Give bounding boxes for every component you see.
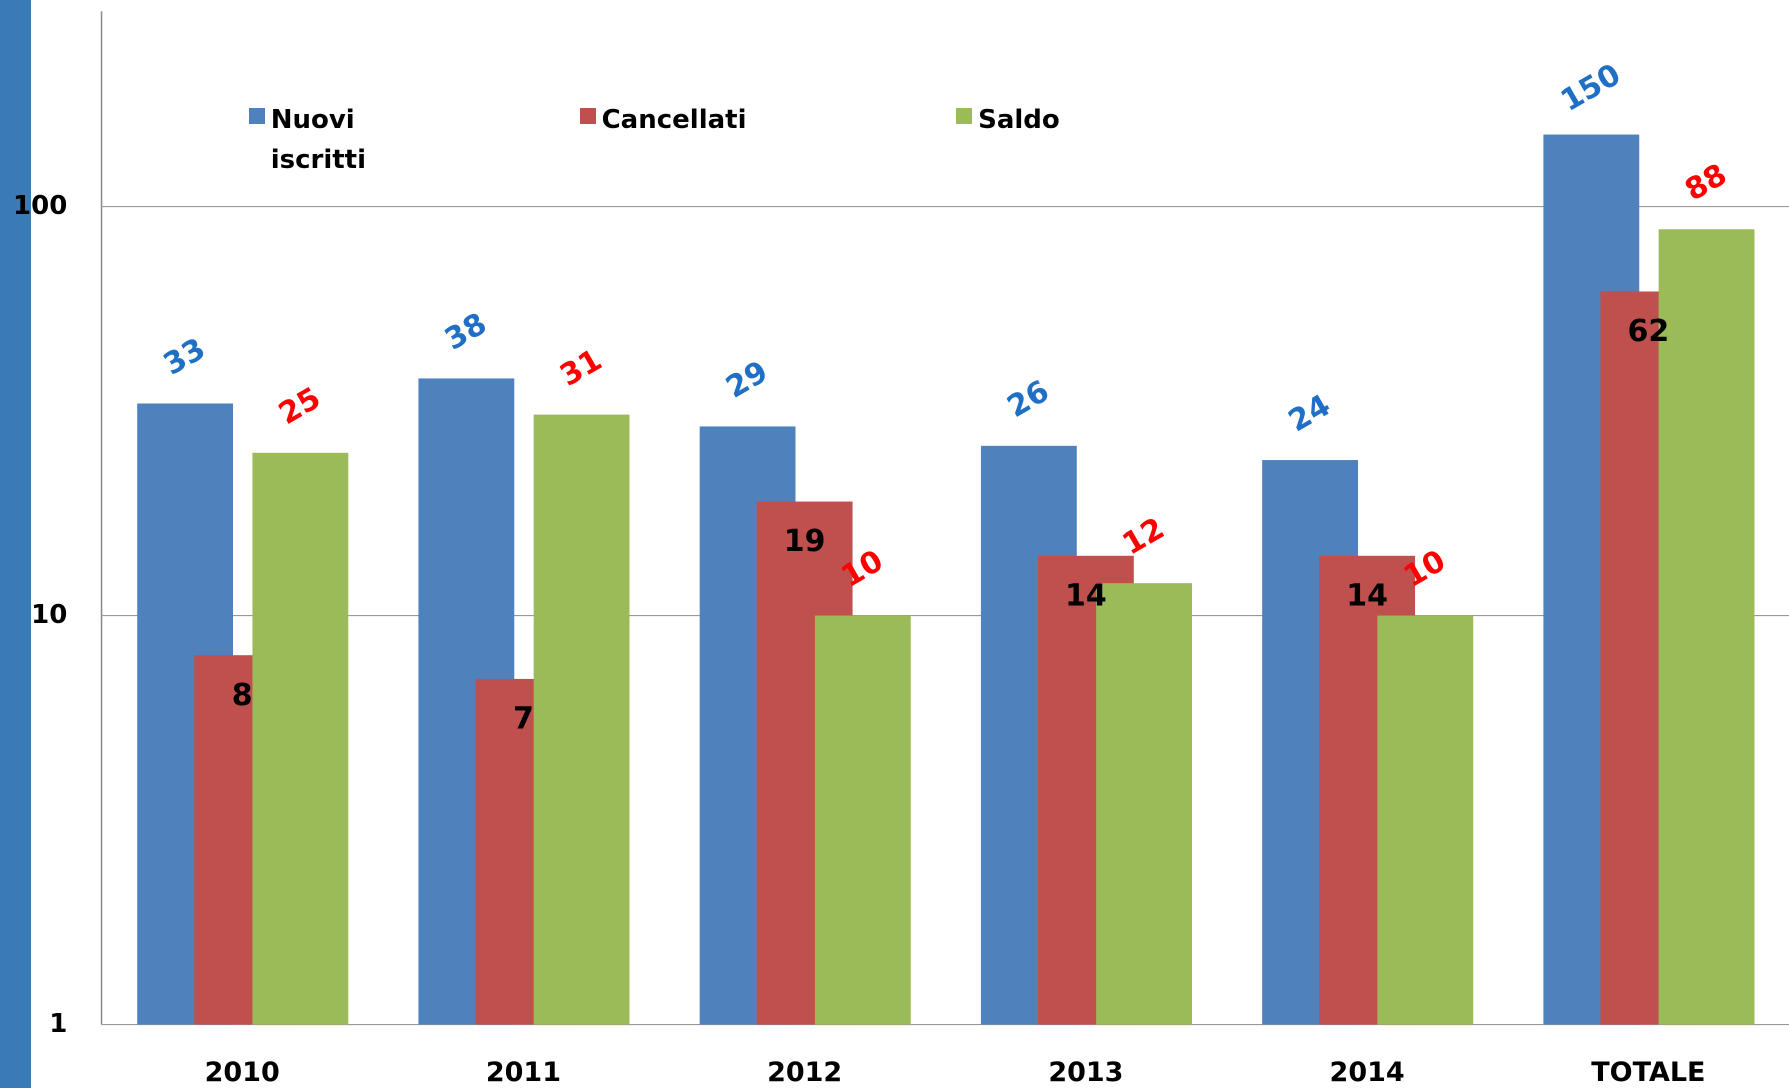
bar [533,414,630,1025]
bar [1658,229,1755,1025]
x-tick-label: 2010 [205,1057,280,1088]
bar [1377,615,1474,1025]
x-tick-label: 2012 [767,1057,842,1088]
data-label: 33 [158,331,212,382]
bar [252,452,349,1025]
x-tick-label: 2014 [1330,1057,1405,1088]
legend-label: Cancellati [601,105,747,136]
data-label: 38 [439,306,493,357]
y-tick-label: 1 [49,1009,67,1039]
data-label: 31 [554,342,608,393]
x-tick-label: 2013 [1048,1057,1123,1088]
side-strip [0,0,31,1088]
data-label: 62 [1628,314,1670,349]
legend-item: Nuovi iscritti [248,100,381,180]
data-label: 150 [1555,57,1627,119]
data-label: 14 [1065,578,1107,613]
data-label: 88 [1679,157,1733,208]
data-label: 7 [513,701,534,736]
data-label: 8 [232,678,253,713]
data-label: 24 [1283,388,1337,439]
legend-item: Saldo [956,100,1178,140]
y-tick-label: 100 [13,191,67,221]
legend-swatch [579,108,596,125]
data-label: 19 [784,524,826,559]
legend-item: Cancellati [579,100,802,140]
y-tick-label: 10 [31,600,67,630]
data-label: 29 [720,354,774,405]
x-tick-label: 2011 [486,1057,561,1088]
bar [1096,583,1193,1025]
data-label: 26 [1002,374,1056,425]
data-label: 14 [1346,578,1388,613]
legend-label: Nuovi iscritti [270,105,367,176]
legend-swatch [956,108,973,125]
bar [814,615,911,1025]
data-label: 25 [273,381,327,432]
x-tick-label: TOTALE [1591,1057,1705,1088]
legend-swatch [248,108,265,125]
legend-label: Saldo [978,105,1060,136]
data-label: 12 [1117,511,1171,562]
